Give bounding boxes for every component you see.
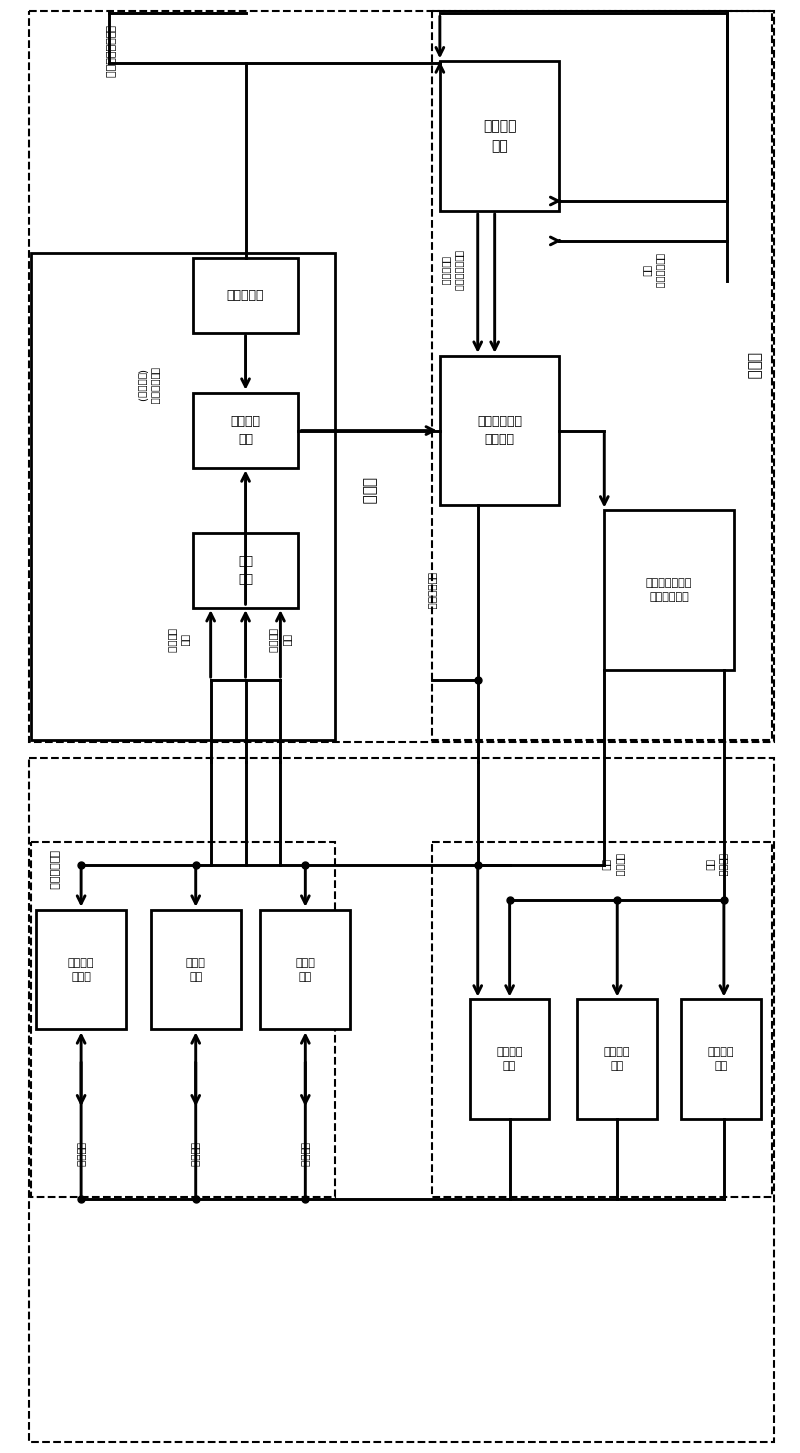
Bar (194, 259, 298, 333)
Text: 倾斜角度指令: 倾斜角度指令 (427, 571, 437, 609)
Bar (261, 910, 350, 1029)
Text: 动作指令: 动作指令 (190, 1142, 201, 1167)
Text: 出液口上部熔液
的推算高度: 出液口上部熔液 的推算高度 (442, 250, 465, 292)
Text: 浇包
升降位置: 浇包 升降位置 (167, 628, 190, 652)
Text: 浇包
倾斜角度: 浇包 倾斜角度 (269, 628, 292, 652)
Text: 升降位置
指令: 升降位置 指令 (602, 853, 625, 876)
Text: 前后位置
控制: 前后位置 控制 (708, 1048, 734, 1071)
Text: 熔液流出重量
(铸入重量): 熔液流出重量 (铸入重量) (138, 368, 161, 404)
Bar (31, 253, 335, 740)
Bar (604, 510, 734, 670)
Text: 测量熔液流出重量: 测量熔液流出重量 (104, 25, 114, 78)
Bar (440, 356, 559, 506)
Text: 浇注机: 浇注机 (361, 477, 376, 504)
Text: 测力传感器: 测力传感器 (226, 289, 264, 302)
Bar (432, 12, 772, 740)
Text: 前后进进
用电机: 前后进进 用电机 (68, 958, 94, 982)
Text: 熔液流过
过程: 熔液流过 过程 (230, 416, 261, 446)
Bar (681, 1000, 761, 1119)
Bar (194, 394, 298, 468)
Text: 倾斜角度
控制: 倾斜角度 控制 (496, 1048, 523, 1071)
Text: 浇包
姿势: 浇包 姿势 (238, 555, 253, 586)
Text: 浇包倾斜角度和
位置同步控制: 浇包倾斜角度和 位置同步控制 (646, 578, 692, 602)
Bar (30, 758, 774, 1441)
Bar (194, 533, 298, 607)
Bar (440, 61, 559, 211)
Text: 前后位置
指令: 前后位置 指令 (706, 853, 729, 876)
Text: 熔液流出重量
预测控制: 熔液流出重量 预测控制 (477, 416, 522, 446)
Text: 控制器: 控制器 (746, 352, 762, 379)
Text: 动作指令: 动作指令 (76, 1142, 86, 1167)
Text: 浇包前后位置: 浇包前后位置 (48, 850, 58, 889)
Bar (470, 1000, 550, 1119)
Bar (31, 841, 335, 1197)
Bar (151, 910, 241, 1029)
Text: 浇注状态
推算: 浇注状态 推算 (483, 119, 517, 153)
Bar (30, 12, 774, 742)
Text: 升降位置
控制: 升降位置 控制 (604, 1048, 630, 1071)
Text: 动作指令: 动作指令 (300, 1142, 310, 1167)
Bar (578, 1000, 657, 1119)
Text: 倾斜用
电机: 倾斜用 电机 (295, 958, 315, 982)
Bar (432, 841, 772, 1197)
Text: 推算熔液流出
重量: 推算熔液流出 重量 (642, 253, 666, 289)
Text: 升降用
电机: 升降用 电机 (186, 958, 206, 982)
Bar (36, 910, 126, 1029)
